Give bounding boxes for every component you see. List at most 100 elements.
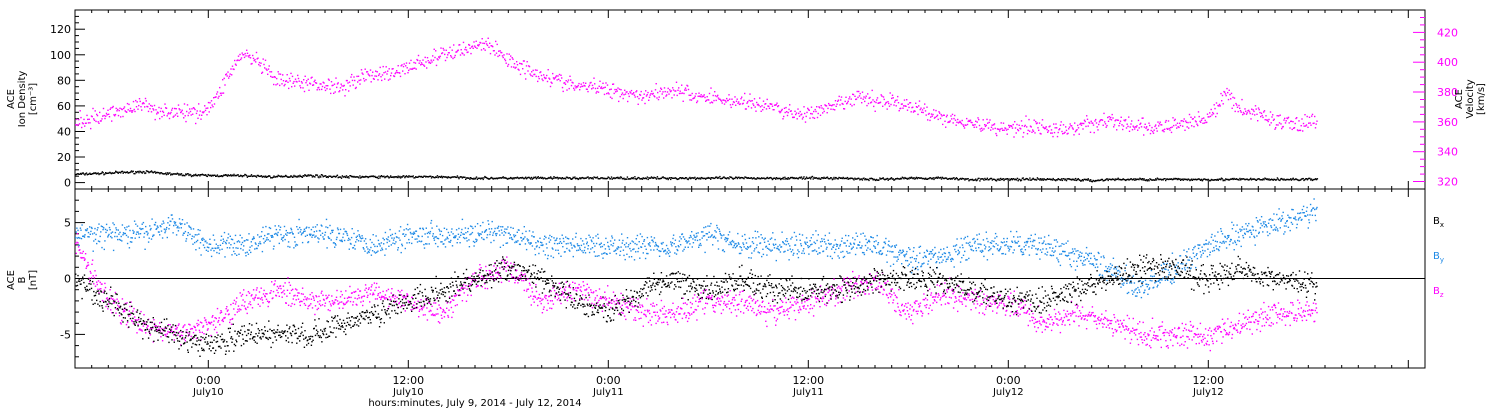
series-velocity-point-726 <box>619 95 621 98</box>
series-velocity-point-804 <box>678 87 680 89</box>
series-velocity-point-1553 <box>1239 110 1242 112</box>
series-by-point-1350 <box>862 232 864 234</box>
series-velocity-point-1468 <box>1176 127 1178 129</box>
series-velocity-point-377 <box>357 75 360 77</box>
series-ion-density-point-1227 <box>1097 179 1099 181</box>
series-velocity-point-105 <box>153 104 156 107</box>
series-by-point-1045 <box>684 246 686 248</box>
series-by-point-575 <box>410 233 412 235</box>
series-ion-density-point-623 <box>594 176 596 179</box>
series-by-point-1305 <box>836 245 838 247</box>
series-ion-density-point-1461 <box>1292 177 1294 179</box>
series-velocity-point-577 <box>507 63 510 66</box>
series-velocity-point-1356 <box>1092 122 1094 124</box>
series-by-point-9 <box>80 229 82 231</box>
left-y-label-line: ACE <box>6 89 17 109</box>
series-by-point-1165 <box>754 230 756 232</box>
series-velocity-point-425 <box>393 75 396 78</box>
series-by-point-945 <box>626 253 628 255</box>
series-by-point-1191 <box>769 238 772 240</box>
series-ion-density-point-740 <box>691 177 694 179</box>
series-ion-density-point-1127 <box>1014 179 1016 181</box>
series-by-point-600 <box>425 243 427 245</box>
series-by-point-568 <box>406 242 408 244</box>
series-by-point-32 <box>93 232 96 234</box>
series-by-point-454 <box>339 228 342 231</box>
series-velocity-point-1582 <box>1261 114 1263 117</box>
series-velocity-point-41 <box>105 112 108 115</box>
series-by-point-1317 <box>843 242 845 244</box>
series-by-point-1319 <box>844 242 846 244</box>
series-velocity-point-698 <box>598 85 600 87</box>
series-ion-density-point-504 <box>495 177 497 180</box>
series-velocity-point-946 <box>784 111 786 114</box>
series-by-point-429 <box>325 226 327 228</box>
series-velocity-point-368 <box>351 73 353 76</box>
series-velocity-point-1514 <box>1210 108 1212 111</box>
series-by-point-733 <box>502 244 504 246</box>
series-ion-density-point-1208 <box>1081 179 1084 181</box>
series-ion-density-point-834 <box>770 176 772 179</box>
series-ion-density-point-433 <box>435 176 438 178</box>
series-by-point-889 <box>593 251 595 253</box>
series-ion-density-point-12 <box>85 173 87 175</box>
series-ion-density-point-213 <box>252 175 254 177</box>
series-by-point-118 <box>143 232 146 235</box>
series-by-point-1331 <box>851 247 853 249</box>
series-by-point-104 <box>135 233 138 235</box>
series-velocity-point-1276 <box>1032 129 1034 131</box>
series-velocity-point-1291 <box>1043 127 1045 129</box>
series-by-point-615 <box>433 239 436 241</box>
series-velocity-point-792 <box>669 89 671 91</box>
left-y-tick-label: 40 <box>57 126 71 139</box>
series-ion-density-point-1144 <box>1028 179 1030 181</box>
series-by-point-1082 <box>706 239 708 241</box>
series-ion-density-point-865 <box>795 177 798 179</box>
series-by-point-547 <box>394 243 396 245</box>
series-velocity-point-419 <box>389 78 391 80</box>
series-velocity-point-118 <box>163 114 165 116</box>
series-by <box>75 198 1318 299</box>
series-by-point-659 <box>459 242 461 244</box>
series-velocity-point-1147 <box>935 109 937 112</box>
series-ion-density-point-1210 <box>1083 178 1085 181</box>
series-by-point-1358 <box>867 247 869 249</box>
series-ion-density-point-398 <box>406 176 409 178</box>
series-velocity-point-605 <box>528 65 531 68</box>
series-by-point-586 <box>416 241 419 243</box>
series-ion-density-point-1085 <box>979 180 981 182</box>
series-velocity-point-1394 <box>1120 116 1122 118</box>
series-by-point-379 <box>296 226 298 228</box>
series-by-point-1008 <box>663 250 665 253</box>
series-by-point-964 <box>637 250 639 253</box>
series-velocity-point-649 <box>561 86 564 89</box>
series-velocity-point-595 <box>521 63 523 65</box>
series-by-point-809 <box>546 257 549 260</box>
series-ion-density-point-699 <box>657 177 659 180</box>
series-ion-density-point-888 <box>815 177 817 179</box>
series-velocity-point-314 <box>310 77 312 79</box>
series-velocity-point-1298 <box>1048 126 1050 128</box>
series-by-point-906 <box>603 244 605 246</box>
series-ion-density-point-575 <box>554 177 556 179</box>
series-velocity-point-589 <box>516 64 519 66</box>
series-by-point-76 <box>119 231 121 234</box>
series-by-point-10 <box>80 237 83 240</box>
series-ion-density-point-129 <box>182 174 184 176</box>
series-ion-density-point-1412 <box>1251 178 1254 180</box>
series-ion-density-point-1379 <box>1224 179 1226 182</box>
series-by-point-1411 <box>898 251 900 253</box>
series-velocity-point-1349 <box>1086 118 1089 120</box>
series-velocity-point-352 <box>339 90 341 92</box>
series-velocity-point-1331 <box>1073 134 1075 136</box>
series-velocity-point-221 <box>240 57 243 59</box>
series-ion-density-point-658 <box>623 177 625 179</box>
series-by-point-631 <box>443 243 445 245</box>
series-by-point-157 <box>166 236 168 239</box>
series-velocity-point-447 <box>410 59 412 62</box>
series-velocity-point-961 <box>795 112 798 114</box>
series-by-point-321 <box>262 226 264 229</box>
series-velocity-point-704 <box>603 87 605 89</box>
series-ion-density-point-1417 <box>1255 179 1258 181</box>
series-by-point-1206 <box>778 249 780 251</box>
